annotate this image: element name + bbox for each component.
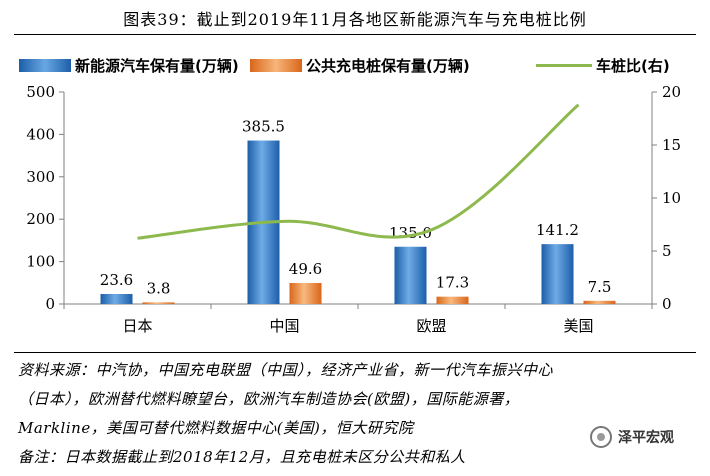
wechat-icon [590,426,612,448]
source-notes: 资料来源：中汽协，中国充电联盟（中国），经济产业省，新一代汽车振兴中心 （日本）… [18,356,698,472]
data-label-charger: 49.6 [289,260,322,278]
right-tick-label: 5 [662,242,672,260]
left-tick-label: 400 [26,125,55,143]
x-category-label: 中国 [269,317,299,335]
data-label-ev: 385.5 [242,118,285,136]
right-tick-label: 20 [662,83,681,101]
left-tick-label: 100 [26,253,55,271]
left-tick-label: 300 [26,168,55,186]
legend-swatch-charger [250,59,302,72]
bar-charger [142,302,175,304]
legend-swatch-ratio [536,64,592,67]
title-divider [14,34,696,35]
bar-charger [583,300,616,304]
source-line-1: 资料来源：中汽协，中国充电联盟（中国），经济产业省，新一代汽车振兴中心 [18,361,554,379]
legend-item-ev: 新能源汽车保有量(万辆) [19,55,239,76]
watermark-text: 泽平宏观 [618,430,674,446]
legend-item-charger: 公共充电桩保有量(万辆) [250,55,470,76]
remark-line: 备注：日本数据截止到2018年12月，且充电桩未区分公共和私人 [18,448,466,466]
x-category-label: 日本 [122,317,152,335]
legend-label-ev: 新能源汽车保有量(万辆) [75,57,239,75]
x-category-label: 欧盟 [416,317,446,335]
chart-title: 图表39：截止到2019年11月各地区新能源汽车与充电桩比例 [123,10,587,29]
source-line-3: Markline，美国可替代燃料数据中心(美国)，恒大研究院 [18,419,414,437]
watermark: 泽平宏观 [590,426,674,448]
x-category-label: 美国 [563,317,593,335]
left-tick-label: 200 [26,210,55,228]
notes-divider [14,352,696,353]
legend-label-ratio: 车桩比(右) [596,57,670,75]
data-label-charger: 7.5 [588,278,612,296]
legend-swatch-ev [19,59,71,72]
legend-item-ratio: 车桩比(右) [536,55,670,76]
right-tick-label: 0 [662,295,672,313]
bar-charger [289,282,322,304]
bar-ev [100,293,133,304]
ratio-line [137,103,580,240]
right-tick-label: 15 [662,136,681,154]
data-label-ev: 23.6 [100,271,133,289]
bar-charger [436,296,469,304]
source-line-2: （日本），欧洲替代燃料瞭望台，欧洲汽车制造协会(欧盟)，国际能源署， [18,390,520,408]
data-label-ev: 141.2 [536,221,579,239]
data-label-charger: 17.3 [436,274,469,292]
bar-ev [541,244,574,304]
left-tick-label: 0 [45,295,55,313]
right-tick-label: 10 [662,189,681,207]
bar-ev [394,246,427,304]
legend-label-charger: 公共充电桩保有量(万辆) [306,57,470,75]
left-tick-label: 500 [26,83,55,101]
legend: 新能源汽车保有量(万辆) 公共充电桩保有量(万辆) 车桩比(右) [0,55,710,77]
data-label-charger: 3.8 [147,279,171,297]
